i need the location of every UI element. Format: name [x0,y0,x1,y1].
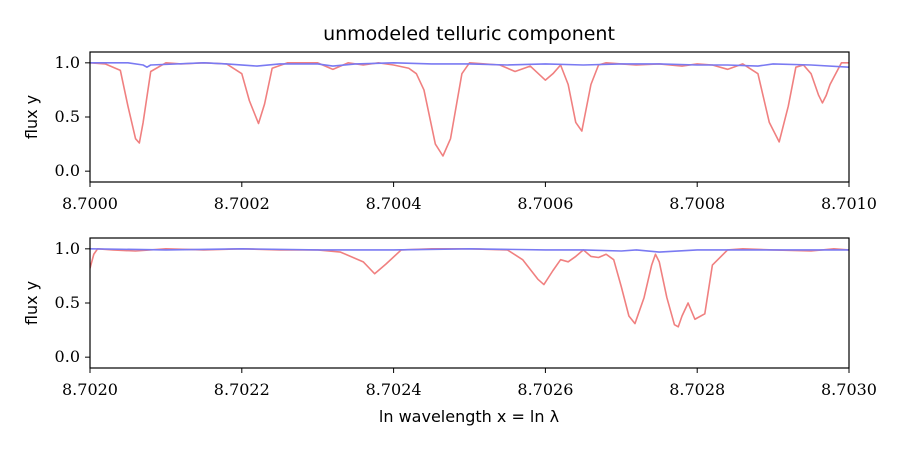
series-line-model [90,248,849,253]
series-line-data [90,248,849,328]
top-panel: 8.7000 8.7002 8.7004 8.7006 8.7008 8.7010 0.0 0… [55,51,877,213]
bottom-y-axis-label: flux y [22,281,41,325]
x-tick-label: 8.7028 [669,380,725,399]
x-tick-label: 8.7002 [214,194,270,213]
x-tick-label: 8.7000 [62,194,118,213]
x-tick-label: 8.7010 [821,194,877,213]
y-tick-label: 0.0 [55,161,80,180]
x-tick-label: 8.7022 [214,380,270,399]
y-tick-label: 0.0 [55,347,80,366]
x-tick-label: 8.7006 [517,194,573,213]
x-tick-label: 8.7020 [62,380,118,399]
series-line-model [90,62,849,68]
top-y-axis-label: flux y [22,95,41,139]
x-tick-label: 8.7008 [669,194,725,213]
y-tick-label: 1.0 [55,239,80,258]
bottom-panel: 8.7020 8.7022 8.7024 8.7026 8.7028 8.7030 0.0 0… [55,237,877,399]
y-tick-label: 1.0 [55,53,80,72]
x-axis-label: ln wavelength x = ln λ [379,407,559,426]
y-tick-label: 0.5 [55,107,80,126]
y-tick-label: 0.5 [55,293,80,312]
axes-frame [89,51,850,183]
axes-frame [89,237,850,369]
x-tick-label: 8.7024 [366,380,422,399]
x-tick-label: 8.7026 [517,380,573,399]
x-tick-label: 8.7030 [821,380,877,399]
x-tick-label: 8.7004 [366,194,422,213]
chart-title: unmodeled telluric component [323,23,615,45]
series-line-data [90,62,849,157]
